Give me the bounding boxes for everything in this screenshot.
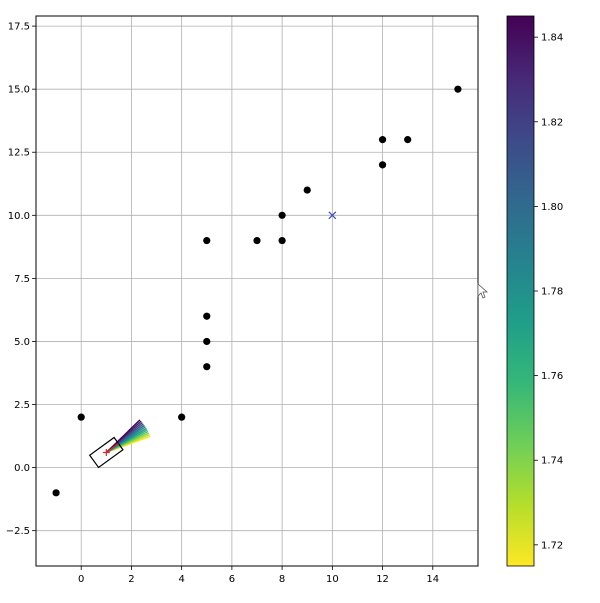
colorbar-gradient	[506, 15, 535, 567]
y-tick-label: 12.5	[8, 148, 30, 159]
obstacle-point	[203, 363, 211, 371]
obstacle-point	[404, 136, 412, 144]
obstacle-point	[378, 136, 387, 144]
obstacle-point	[203, 236, 211, 245]
obstacle-point	[278, 236, 286, 245]
y-tick-label: 10.0	[8, 211, 30, 222]
x-tick-label: 6	[229, 574, 235, 585]
obstacle-point	[178, 413, 186, 421]
goal-marker	[328, 211, 337, 220]
obstacle-point	[203, 337, 211, 346]
x-tick-label: 2	[128, 574, 134, 585]
colorbar-tick-label: 1.84	[541, 33, 563, 44]
colorbar-tick-label: 1.72	[541, 540, 563, 551]
colorbar-tick-label: 1.80	[541, 202, 563, 213]
y-tick-label: 0.0	[14, 463, 30, 474]
y-tick-label: 17.5	[8, 22, 30, 33]
obstacle-point	[203, 312, 211, 320]
obstacle-point	[253, 236, 261, 245]
x-axis-ticks: 0 2 4 6 8 10 12 14	[78, 566, 439, 585]
y-tick-label: 2.5	[14, 400, 30, 411]
colorbar: 1.72 1.74 1.76 1.78 1.80 1.82 1.84	[506, 15, 563, 567]
colorbar-tick-label: 1.78	[541, 287, 563, 298]
colorbar-tick-label: 1.74	[541, 456, 563, 467]
x-tick-label: 12	[376, 574, 389, 585]
obstacle-point	[278, 211, 286, 219]
x-tick-label: 0	[78, 574, 84, 585]
obstacle-point	[454, 85, 462, 93]
obstacle-point	[378, 161, 387, 169]
plot-frame	[35, 15, 479, 567]
mouse-pointer-icon	[477, 283, 489, 299]
x-tick-label: 8	[279, 574, 285, 585]
y-axis-ticks: −2.5 0.0 2.5 5.0 7.5 10.0 12.5 15.0 17.5	[6, 22, 36, 537]
y-tick-label: 5.0	[14, 337, 30, 348]
robot-heading	[105, 443, 119, 454]
y-tick-label: 7.5	[14, 274, 30, 285]
x-tick-label: 4	[178, 574, 184, 585]
trajectory-line	[105, 419, 141, 453]
x-tick-label: 14	[426, 574, 439, 585]
grid-lines	[36, 16, 478, 566]
obstacle-point	[77, 413, 85, 421]
obstacle-point	[303, 186, 311, 194]
y-tick-label: −2.5	[6, 526, 30, 537]
y-tick-label: 15.0	[8, 85, 30, 96]
x-tick-label: 10	[326, 574, 339, 585]
colorbar-tick-label: 1.82	[541, 117, 563, 128]
colorbar-tick-label: 1.76	[541, 371, 563, 382]
obstacle-point	[52, 489, 60, 497]
plot-area	[52, 85, 462, 497]
